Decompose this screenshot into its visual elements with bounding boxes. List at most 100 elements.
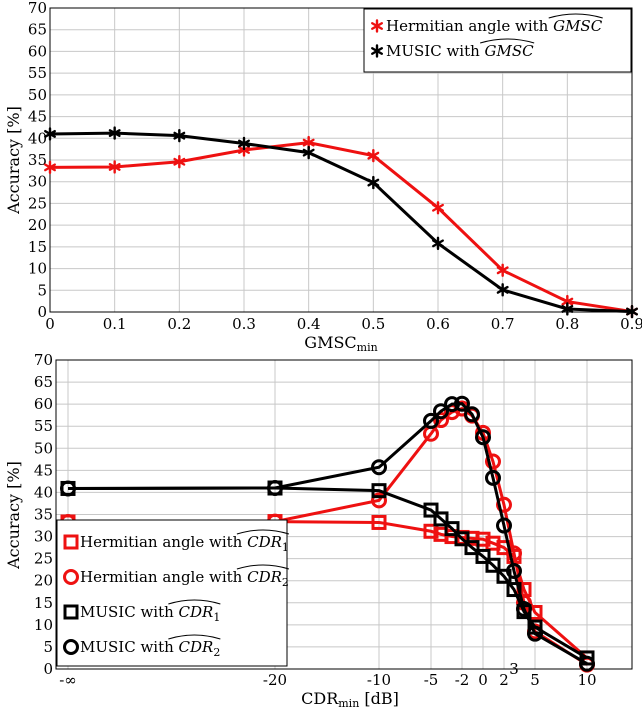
bottom-x-tick-label: -20 xyxy=(263,671,287,689)
bottom-x-tick-label: 3 xyxy=(509,660,519,678)
top-y-tick-label: 60 xyxy=(28,42,47,60)
bottom-data-point xyxy=(485,469,501,486)
top-data-point xyxy=(238,136,250,151)
bottom-data-point xyxy=(579,650,595,666)
bottom-data-point xyxy=(454,395,470,412)
top-data-point xyxy=(367,175,380,190)
bottom-data-point xyxy=(485,557,501,573)
top-plot-frame xyxy=(49,7,633,313)
bottom-plot-frame xyxy=(55,359,633,670)
top-data-point xyxy=(173,128,186,143)
top-y-tick-label: 25 xyxy=(28,194,47,212)
top-y-axis-label: Accuracy [%] xyxy=(4,106,23,215)
bottom-data-point xyxy=(475,531,491,547)
bottom-x-tick-label: 2 xyxy=(499,671,509,689)
bottom-y-tick-label: 30 xyxy=(34,528,53,546)
bottom-y-tick-label: 10 xyxy=(34,616,53,634)
bottom-legend-label: MUSIC with CDR2 xyxy=(80,638,220,659)
top-legend-marker xyxy=(371,44,383,58)
top-series-line xyxy=(49,141,633,314)
bottom-legend-marker xyxy=(63,534,79,550)
bottom-y-tick-label: 35 xyxy=(34,506,53,524)
bottom-data-point xyxy=(423,523,439,539)
top-legend-label: Hermitian angle with GMSC xyxy=(386,17,603,35)
bottom-data-point xyxy=(579,655,595,672)
top-x-tick-label: 0.2 xyxy=(167,315,191,333)
bottom-legend-label: MUSIC with CDR1 xyxy=(80,603,220,624)
bottom-series-line xyxy=(67,520,588,660)
hat-accent xyxy=(236,529,290,535)
bottom-data-point xyxy=(485,453,501,470)
bottom-y-axis-label: Accuracy [%] xyxy=(4,461,23,570)
top-y-tick-label: 10 xyxy=(28,260,47,278)
top-data-point xyxy=(626,304,638,319)
top-data-point xyxy=(173,155,186,169)
top-legend-box xyxy=(363,8,632,73)
bottom-data-point xyxy=(267,480,283,497)
top-data-point xyxy=(302,145,315,160)
top-x-axis-label: GMSCmin xyxy=(304,333,377,354)
bottom-y-tick-label: 20 xyxy=(34,572,53,590)
top-y-tick-label: 35 xyxy=(28,151,47,169)
top-data-point xyxy=(496,263,509,278)
bottom-y-tick-label: 25 xyxy=(34,550,53,568)
bottom-y-tick-label: 40 xyxy=(34,483,53,501)
top-data-point xyxy=(44,127,56,141)
bottom-data-point xyxy=(454,531,470,547)
bottom-data-point xyxy=(433,412,449,429)
top-x-tick-label: 0.1 xyxy=(103,315,127,333)
bottom-x-tick-label: -10 xyxy=(367,671,391,689)
hat-accent xyxy=(548,13,603,19)
bottom-data-point xyxy=(464,406,480,423)
bottom-data-point xyxy=(423,502,439,518)
bottom-legend-box xyxy=(56,519,288,667)
bottom-data-point xyxy=(433,403,449,420)
bottom-data-point xyxy=(527,625,543,642)
bottom-data-point xyxy=(496,517,512,534)
bottom-y-tick-label: 0 xyxy=(43,660,53,678)
bottom-data-point xyxy=(444,396,460,413)
bottom-series-line xyxy=(67,402,588,666)
bottom-y-tick-label: 15 xyxy=(34,594,53,612)
top-y-tick-label: 0 xyxy=(37,303,47,321)
bottom-data-point xyxy=(60,480,76,497)
hat-accent xyxy=(168,599,221,605)
bottom-x-tick-label: -2 xyxy=(455,671,470,689)
top-x-tick-label: 0.3 xyxy=(232,315,256,333)
bottom-data-point xyxy=(444,521,460,537)
top-y-tick-label: 65 xyxy=(28,21,47,39)
bottom-legend-marker xyxy=(63,639,79,655)
top-y-tick-label: 45 xyxy=(28,108,47,126)
bottom-x-tick-label: 0 xyxy=(478,671,488,689)
bottom-data-point xyxy=(496,496,512,513)
bottom-data-point xyxy=(506,545,522,562)
bottom-series xyxy=(60,395,595,673)
bottom-legend-marker xyxy=(63,604,79,620)
bottom-x-ticks: -∞ -20 -10 -5 -2 0 2 5 103 xyxy=(59,660,596,689)
hat-accent xyxy=(480,38,535,44)
top-y-tick-label: 50 xyxy=(28,86,47,104)
top-y-tick-label: 5 xyxy=(37,281,47,299)
bottom-legend-marker xyxy=(63,569,79,585)
bottom-data-point xyxy=(506,563,522,580)
bottom-y-tick-label: 50 xyxy=(34,439,53,457)
top-x-tick-label: 0.8 xyxy=(555,315,579,333)
top-data-point xyxy=(432,201,444,215)
top-legend: Hermitian angle with GMSC MUSIC with GMSC xyxy=(363,8,632,73)
bottom-data-point xyxy=(371,492,387,509)
bottom-y-tick-label: 5 xyxy=(43,638,53,656)
top-data-point xyxy=(496,283,509,297)
bottom-y-tick-label: 60 xyxy=(34,395,53,413)
bottom-data-point xyxy=(464,540,480,556)
top-data-point xyxy=(561,302,574,316)
bottom-y-tick-label: 55 xyxy=(34,417,53,435)
bottom-data-point xyxy=(433,511,449,527)
top-x-tick-label: 0.9 xyxy=(620,315,642,333)
top-y-tick-label: 70 xyxy=(28,0,47,17)
top-x-ticks: 0 0.1 0.2 0.3 0.4 0.5 0.6 0.7 0.8 0.9 xyxy=(45,315,642,333)
bottom-legend-label: Hermitian angle with CDR2 xyxy=(80,568,289,589)
top-y-tick-label: 55 xyxy=(28,64,47,82)
top-legend-marker xyxy=(371,19,383,33)
